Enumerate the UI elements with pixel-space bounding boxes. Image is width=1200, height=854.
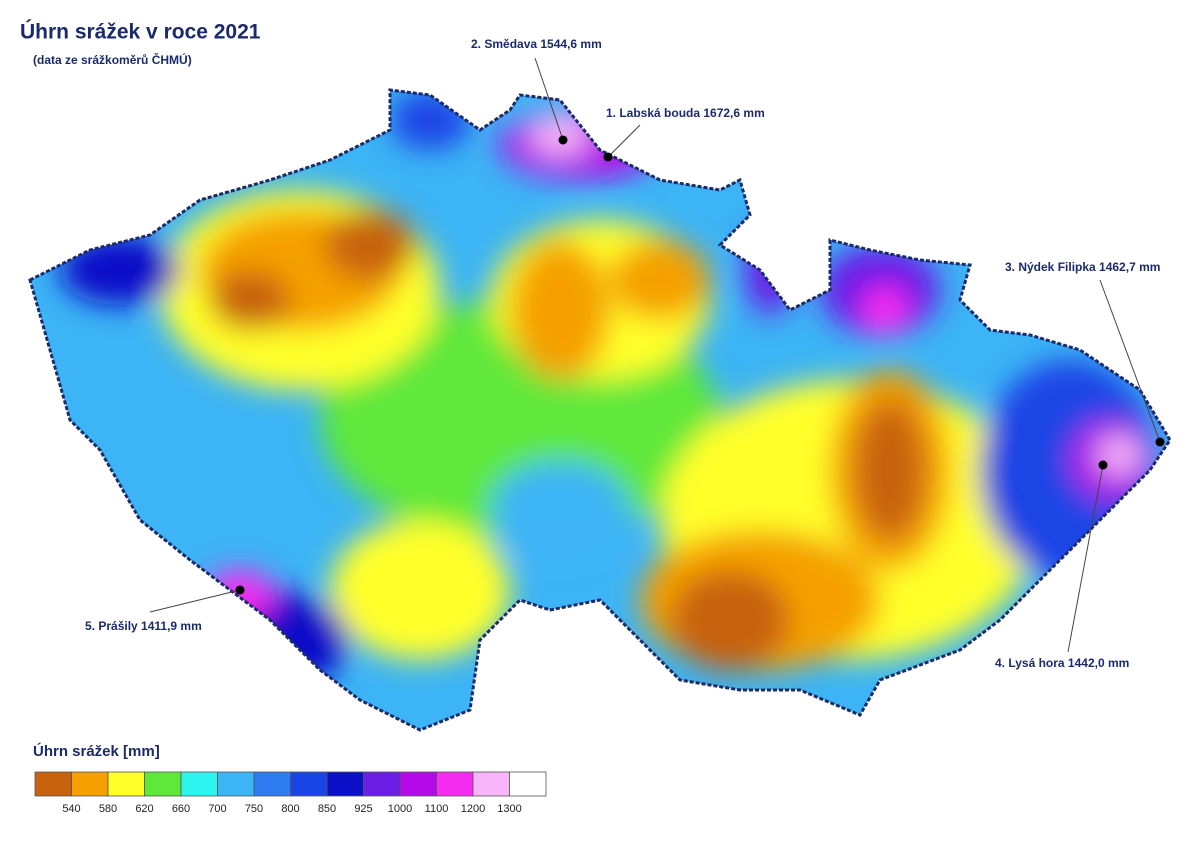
legend-tick-label: 1200 (461, 803, 485, 815)
station-label: 1. Labská bouda 1672,6 mm (606, 106, 765, 120)
leader-line (1067, 464, 1104, 653)
legend-tick-label: 1300 (497, 803, 521, 815)
legend-tick-label: 750 (245, 803, 263, 815)
station-dot (235, 585, 245, 595)
legend-swatch (509, 771, 547, 797)
legend-tick-label: 925 (354, 803, 372, 815)
station-dot (558, 135, 568, 145)
legend-swatch (34, 771, 72, 797)
station-dot (1098, 460, 1108, 470)
station-label: 5. Prášily 1411,9 mm (85, 619, 202, 633)
station-dot (603, 152, 613, 162)
legend-tick-label: 850 (318, 803, 336, 815)
legend-tick-label: 660 (172, 803, 190, 815)
subtitle: (data ze srážkoměrů ČHMÚ) (33, 52, 192, 67)
station-label: 3. Nýdek Filipka 1462,7 mm (1005, 260, 1160, 274)
station-label: 4. Lysá hora 1442,0 mm (995, 656, 1129, 670)
legend-swatch (107, 771, 145, 797)
legend-swatch (436, 771, 474, 797)
legend-tick-label: 620 (135, 803, 153, 815)
legend-swatch (144, 771, 182, 797)
legend-title: Úhrn srážek [mm] (33, 742, 160, 760)
legend-swatch (253, 771, 291, 797)
legend-tick-label: 800 (281, 803, 299, 815)
station-dot (1155, 437, 1165, 447)
legend-tick-label: 540 (62, 803, 80, 815)
legend-tick-label: 1000 (388, 803, 412, 815)
leader-line (607, 124, 641, 158)
legend-swatch (290, 771, 328, 797)
legend-swatch (399, 771, 437, 797)
legend-swatch (180, 771, 218, 797)
title: Úhrn srážek v roce 2021 (20, 20, 261, 44)
legend-swatch (217, 771, 255, 797)
legend-swatch (326, 771, 364, 797)
legend-tick-label: 580 (99, 803, 117, 815)
station-label: 2. Smědava 1544,6 mm (471, 37, 602, 51)
stations: 1. Labská bouda 1672,6 mm 2. Smědava 154… (85, 37, 1165, 670)
leader-line (1099, 279, 1161, 443)
legend: 540 580 620 660 700 750 800 850 925 1000 1100 1200 1… (34, 771, 547, 815)
legend-swatch (71, 771, 109, 797)
legend-swatch (472, 771, 510, 797)
legend-swatch (363, 771, 401, 797)
legend-tick-label: 700 (208, 803, 226, 815)
leader-line (149, 589, 241, 613)
leader-line (534, 57, 564, 141)
legend-tick-label: 1100 (425, 803, 449, 815)
